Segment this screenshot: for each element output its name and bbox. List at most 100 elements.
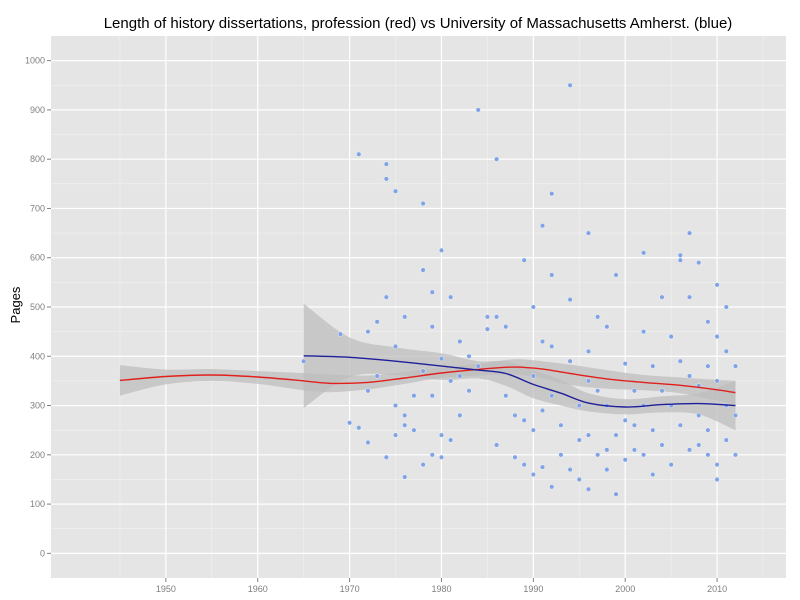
data-point	[540, 223, 546, 229]
x-tick-label: 2000	[615, 584, 635, 594]
data-point	[301, 358, 307, 364]
data-point	[558, 452, 564, 458]
data-point	[567, 297, 573, 303]
data-point	[641, 329, 647, 335]
data-point	[668, 334, 674, 340]
data-point	[705, 319, 711, 325]
data-point	[585, 432, 591, 438]
data-point	[512, 454, 518, 460]
data-point	[429, 452, 435, 458]
y-tick-label: 0	[40, 548, 45, 558]
data-point	[549, 393, 555, 399]
data-point	[429, 324, 435, 330]
data-point	[374, 373, 380, 379]
data-point	[521, 257, 527, 263]
data-point	[705, 363, 711, 369]
data-point	[631, 447, 637, 453]
data-point	[475, 107, 481, 113]
data-point	[503, 393, 509, 399]
data-point	[650, 427, 656, 433]
data-point	[494, 442, 500, 448]
y-tick-label: 900	[30, 105, 45, 115]
data-point	[383, 161, 389, 167]
data-point	[365, 440, 371, 446]
data-point	[714, 378, 720, 384]
data-point	[631, 422, 637, 428]
data-point	[705, 452, 711, 458]
data-point	[521, 417, 527, 423]
data-point	[448, 437, 454, 443]
data-point	[613, 272, 619, 278]
data-point	[567, 82, 573, 88]
y-tick-label: 1000	[25, 56, 45, 66]
data-point	[466, 388, 472, 394]
data-point	[650, 472, 656, 478]
data-point	[448, 294, 454, 300]
data-point	[438, 432, 444, 438]
data-point	[668, 462, 674, 468]
data-point	[402, 474, 408, 480]
data-point	[622, 457, 628, 463]
data-point	[347, 420, 353, 426]
data-point	[475, 363, 481, 369]
data-point	[714, 282, 720, 288]
data-point	[677, 252, 683, 258]
data-point	[530, 304, 536, 310]
data-point	[585, 486, 591, 492]
data-point	[530, 472, 536, 478]
data-point	[429, 393, 435, 399]
data-point	[494, 314, 500, 320]
data-point	[650, 363, 656, 369]
data-point	[337, 331, 343, 337]
x-tick-label: 1970	[340, 584, 360, 594]
points	[301, 82, 738, 497]
data-point	[687, 230, 693, 236]
data-point	[438, 356, 444, 362]
data-point	[438, 454, 444, 460]
data-point	[512, 412, 518, 418]
data-point	[595, 314, 601, 320]
data-point	[659, 442, 665, 448]
data-point	[530, 373, 536, 379]
data-point	[641, 250, 647, 256]
data-point	[723, 348, 729, 354]
data-point	[631, 388, 637, 394]
data-point	[732, 452, 738, 458]
data-point	[402, 422, 408, 428]
y-tick-label: 400	[30, 351, 45, 361]
data-point	[540, 338, 546, 344]
chart-title: Length of history dissertations, profess…	[104, 15, 733, 32]
data-point	[687, 294, 693, 300]
x-tick-label: 1960	[248, 584, 268, 594]
data-point	[696, 412, 702, 418]
data-point	[549, 343, 555, 349]
data-point	[383, 454, 389, 460]
data-point	[383, 294, 389, 300]
data-point	[604, 324, 610, 330]
data-point	[732, 363, 738, 369]
data-point	[494, 156, 500, 162]
data-point	[466, 353, 472, 359]
x-tick-label: 1950	[156, 584, 176, 594]
data-point	[365, 388, 371, 394]
data-point	[604, 467, 610, 473]
data-point	[438, 247, 444, 253]
y-ticks: 0 100 200 300 400 500 600 700 800 900 1000	[25, 56, 51, 558]
data-point	[530, 427, 536, 433]
data-point	[420, 368, 426, 374]
x-tick-label: 2010	[707, 584, 727, 594]
data-point	[567, 358, 573, 364]
blue-trend-line	[303, 355, 736, 408]
data-point	[677, 422, 683, 428]
data-point	[393, 343, 399, 349]
data-point	[411, 427, 417, 433]
data-point	[677, 358, 683, 364]
data-point	[585, 348, 591, 354]
data-point	[677, 257, 683, 263]
data-point	[585, 378, 591, 384]
data-point	[503, 324, 509, 330]
data-point	[595, 388, 601, 394]
data-point	[723, 304, 729, 310]
data-point	[549, 272, 555, 278]
